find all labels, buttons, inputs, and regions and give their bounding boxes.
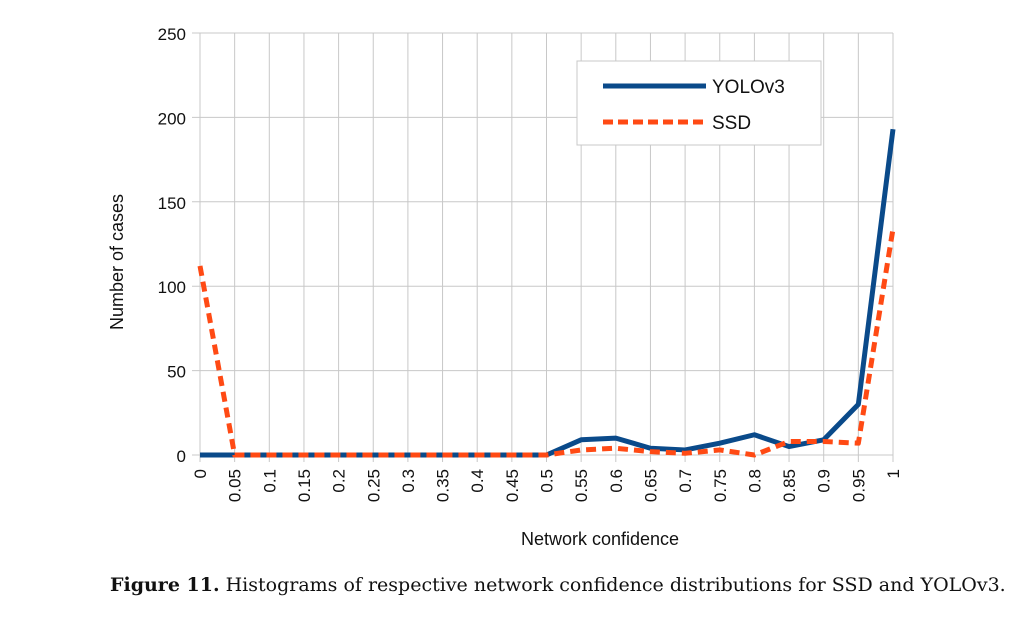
y-tick-label: 0 xyxy=(177,447,186,466)
figure-caption: Figure 11. Histograms of respective netw… xyxy=(110,574,1010,596)
legend-label-yolov3: YOLOv3 xyxy=(712,77,785,98)
x-tick-label: 0.95 xyxy=(849,469,868,502)
legend-box xyxy=(576,60,822,146)
x-tick-label: 0.9 xyxy=(815,469,834,493)
y-tick-label: 100 xyxy=(158,278,186,297)
y-tick-label: 200 xyxy=(158,109,186,128)
x-tick-label: 0.5 xyxy=(538,469,557,493)
y-axis-title: Number of cases xyxy=(107,194,127,330)
x-tick-label: 0.75 xyxy=(711,469,730,502)
y-axis-ticks: 0 50 100 150 200 250 xyxy=(158,25,186,466)
x-tick-label: 0.6 xyxy=(607,469,626,493)
x-tick-label: 0.55 xyxy=(572,469,591,502)
x-tick-label: 0.85 xyxy=(780,469,799,502)
x-tick-label: 0.25 xyxy=(364,469,383,502)
x-tick-label: 0.05 xyxy=(226,469,245,502)
x-tick-label: 0.35 xyxy=(434,469,453,502)
series-lines xyxy=(197,128,896,458)
caption-text: Histograms of respective network confide… xyxy=(219,574,1006,596)
y-tick-label: 250 xyxy=(158,25,186,44)
y-tick-label: 50 xyxy=(167,363,186,382)
x-tick-label: 0.8 xyxy=(745,469,764,493)
legend: YOLOv3 SSD xyxy=(576,60,822,146)
grid xyxy=(192,32,894,462)
x-tick-label: 0.1 xyxy=(260,469,279,493)
chart: 0 50 100 150 200 250 0 0.05 0.1 0.15 0.2 0.25 0.3 0.… xyxy=(107,25,903,549)
y-tick-label: 150 xyxy=(158,194,186,213)
legend-label-ssd: SSD xyxy=(712,113,751,134)
x-tick-label: 0.15 xyxy=(295,469,314,502)
x-tick-label: 1 xyxy=(884,469,903,478)
x-tick-label: 0.2 xyxy=(330,469,349,493)
x-axis-title: Network confidence xyxy=(521,529,679,549)
x-tick-label: 0 xyxy=(191,469,210,478)
caption-label: Figure 11. xyxy=(110,574,220,596)
x-tick-label: 0.3 xyxy=(399,469,418,493)
x-tick-label: 0.4 xyxy=(468,469,487,493)
x-tick-label: 0.7 xyxy=(676,469,695,493)
x-tick-label: 0.65 xyxy=(641,469,660,502)
x-tick-label: 0.45 xyxy=(503,469,522,502)
x-axis-ticks: 0 0.05 0.1 0.15 0.2 0.25 0.3 0.35 0.4 0.45 0.5 0.55… xyxy=(191,469,903,502)
